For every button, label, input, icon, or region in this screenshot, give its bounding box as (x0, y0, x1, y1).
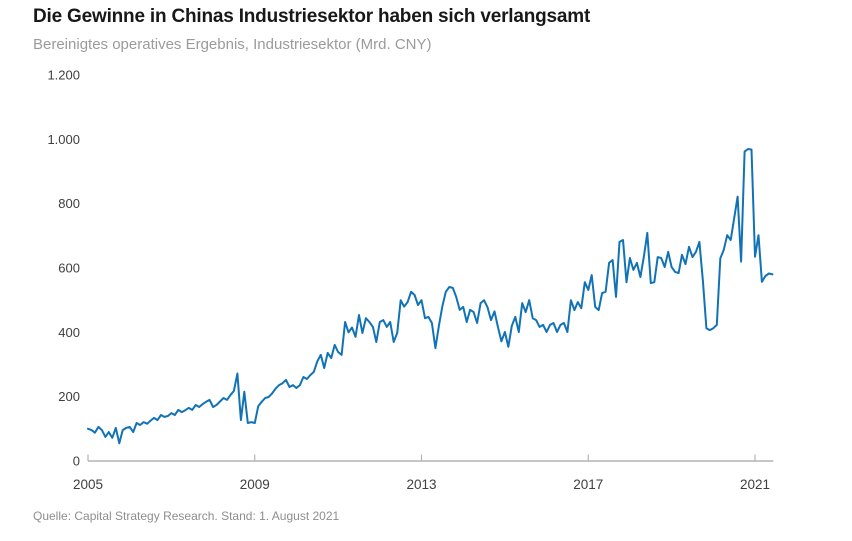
chart-subtitle: Bereinigtes operatives Ergebnis, Industr… (33, 36, 432, 53)
chart-title: Die Gewinne in Chinas Industriesektor ha… (33, 6, 591, 27)
x-axis-tick-label: 2013 (406, 477, 436, 492)
source-note: Quelle: Capital Strategy Research. Stand… (33, 509, 340, 523)
y-axis-tick-label: 1.000 (47, 132, 80, 147)
y-axis-tick-label: 600 (58, 261, 80, 276)
y-axis-tick-label: 0 (73, 454, 80, 469)
x-axis-tick-label: 2021 (740, 477, 770, 492)
profit-line-series (87, 148, 774, 445)
x-axis-tick-label: 2017 (573, 477, 603, 492)
x-axis-tick-label: 2009 (240, 477, 270, 492)
x-axis-tick-label: 2005 (73, 477, 103, 492)
y-axis-tick-label: 800 (58, 196, 80, 211)
y-axis-tick-label: 200 (58, 389, 80, 404)
y-axis-tick-label: 400 (58, 325, 80, 340)
y-axis-tick-label: 1.200 (47, 68, 80, 83)
